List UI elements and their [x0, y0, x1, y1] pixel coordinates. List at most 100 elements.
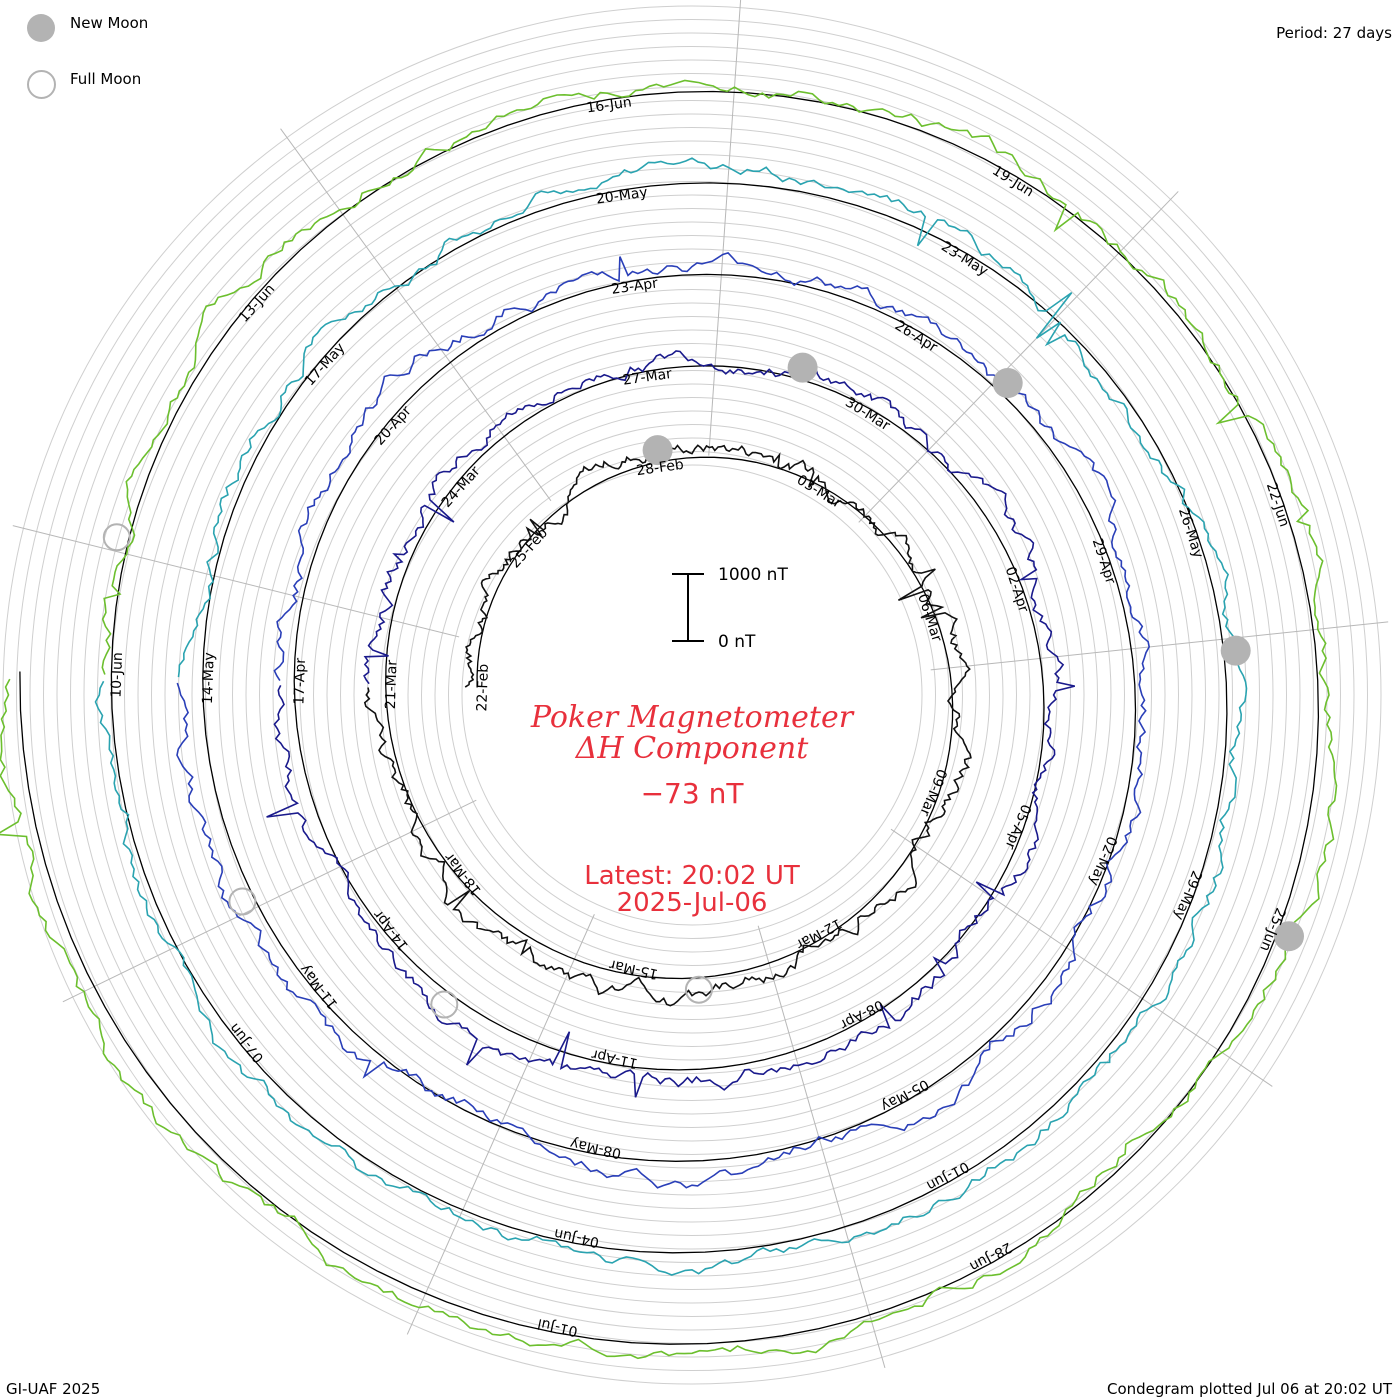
grid-spoke	[858, 191, 1179, 523]
date-label: 23-May	[938, 239, 990, 280]
grid-ring	[259, 262, 1125, 1128]
new-moon-icon	[27, 14, 55, 42]
grid-ring	[394, 397, 990, 993]
grid-ring	[191, 194, 1193, 1196]
date-label: 27-Mar	[622, 366, 673, 389]
new-moon-marker	[787, 352, 818, 383]
grid-ring	[245, 248, 1139, 1142]
grid-ring	[461, 464, 923, 926]
scale-top-label: 1000 nT	[718, 565, 788, 585]
date-label: 08-May	[569, 1135, 623, 1161]
grid-ring	[353, 356, 1031, 1034]
series-revolution-3	[94, 157, 1248, 1276]
series-revolution-1	[266, 350, 1075, 1098]
series-revolution-2	[176, 251, 1151, 1189]
grid-ring	[367, 370, 1017, 1020]
grid-spoke	[890, 828, 1273, 1087]
date-label: 21-Mar	[383, 659, 401, 709]
date-label: 16-Jun	[585, 94, 632, 116]
full-moon-legend-label: Full Moon	[70, 70, 142, 88]
chart-title-line2: ΔH Component	[575, 731, 809, 766]
grid-ring	[205, 208, 1179, 1182]
scale-bar: 1000 nT 0 nT	[672, 565, 788, 652]
grid-spoke	[930, 621, 1389, 671]
grid-ring	[70, 73, 1314, 1317]
date-label: 06-Mar	[914, 592, 945, 644]
date-label: 14-May	[200, 652, 218, 704]
date-label: 05-Apr	[1001, 802, 1033, 852]
grid-ring	[164, 167, 1220, 1223]
full-moon-icon	[27, 70, 56, 99]
baseline-spiral	[19, 90, 1320, 1345]
baseline-spiral-path	[19, 90, 1320, 1345]
grid-ring	[299, 302, 1085, 1088]
new-moon-legend-label: New Moon	[70, 14, 149, 32]
date-label: 22-Feb	[474, 663, 492, 711]
date-label: 23-Apr	[610, 275, 659, 297]
date-label: 28-Feb	[635, 457, 685, 479]
date-label: 30-Mar	[842, 394, 892, 434]
latest-time: Latest: 20:02 UT	[584, 861, 800, 891]
grid-spoke	[280, 128, 552, 502]
grid-ring	[448, 451, 936, 939]
full-moon-marker	[102, 523, 131, 552]
new-moon-marker	[1274, 921, 1304, 952]
date-label: 11-Apr	[590, 1046, 639, 1071]
full-moon-marker	[684, 975, 713, 1004]
full-moon-marker	[228, 887, 257, 916]
grid-ring	[110, 113, 1274, 1277]
grid-ring	[97, 100, 1287, 1290]
date-label: 01-Jun	[924, 1158, 972, 1194]
date-label: 24-Mar	[439, 463, 484, 511]
date-label: 20-May	[595, 185, 649, 208]
new-moon-marker	[1220, 635, 1251, 666]
chart-title-line1: Poker Magnetometer	[530, 700, 855, 735]
date-label: 17-Apr	[291, 657, 309, 705]
plotted-timestamp: Condegram plotted Jul 06 at 20:02 UT	[1106, 1380, 1392, 1398]
grid-ring	[56, 59, 1328, 1331]
grid-spoke	[708, 0, 742, 456]
grid-ring	[16, 19, 1368, 1371]
date-label: 02-May	[1085, 834, 1119, 888]
new-moon-marker	[992, 368, 1023, 398]
credit-label: GI-UAF 2025	[6, 1380, 101, 1398]
full-moon-marker	[430, 990, 459, 1019]
date-label: 10-Jun	[109, 652, 127, 698]
current-value: −73 nT	[641, 777, 745, 810]
series-revolution-0	[363, 444, 972, 1007]
grid-ring	[272, 275, 1112, 1115]
grid-ring	[380, 383, 1004, 1007]
date-label: 15-Mar	[608, 956, 660, 982]
date-label: 29-May	[1170, 868, 1204, 922]
grid-ring	[434, 437, 950, 953]
date-label: 22-Jun	[1263, 481, 1292, 529]
grid-ring	[2, 5, 1382, 1385]
date-label: 18-Mar	[442, 849, 485, 898]
grid-ring	[421, 424, 963, 966]
date-label: 29-Apr	[1089, 537, 1119, 587]
scale-bottom-label: 0 nT	[718, 632, 756, 652]
grid-ring	[313, 316, 1071, 1074]
grid-ring	[232, 235, 1152, 1155]
new-moon-marker	[642, 435, 673, 466]
grid-ring	[178, 181, 1206, 1209]
grid-ring	[340, 343, 1044, 1047]
latest-date: 2025-Jul-06	[617, 888, 768, 918]
grid-ring	[83, 86, 1301, 1304]
date-label: 11-May	[297, 961, 342, 1012]
grid-ring	[218, 221, 1166, 1169]
grid-ring	[124, 127, 1260, 1263]
grid-ring	[326, 329, 1058, 1061]
grid-ring	[151, 154, 1233, 1236]
grid-ring	[29, 32, 1355, 1358]
grid-spoke	[62, 799, 477, 1003]
date-label: 17-May	[302, 340, 349, 389]
grid-spoke	[757, 925, 886, 1369]
period-label: Period: 27 days	[1276, 24, 1392, 42]
grid-spoke	[12, 525, 460, 638]
series-revolution-4	[0, 79, 1338, 1360]
grid-ring	[43, 46, 1341, 1344]
data-trace	[0, 79, 1338, 1360]
moon-markers	[102, 352, 1304, 1019]
